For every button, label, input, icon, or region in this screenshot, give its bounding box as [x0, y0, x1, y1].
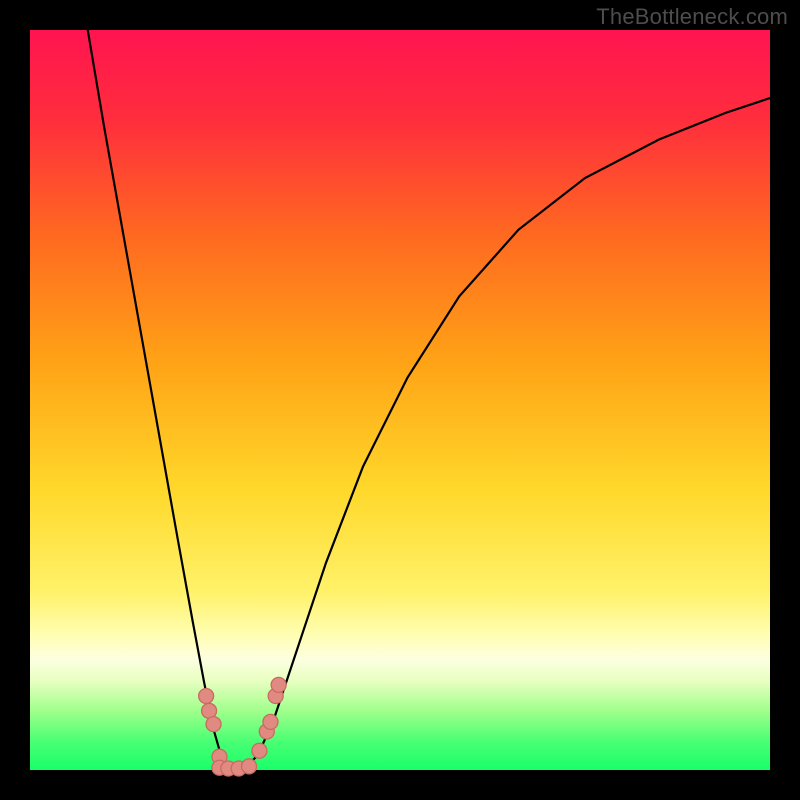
chart-container: TheBottleneck.com	[0, 0, 800, 800]
marker-point	[263, 714, 278, 729]
watermark-text: TheBottleneck.com	[596, 4, 788, 30]
marker-point	[199, 689, 214, 704]
marker-point	[252, 743, 267, 758]
marker-point	[271, 677, 286, 692]
gradient-background	[30, 30, 770, 770]
marker-point	[242, 759, 257, 774]
bottleneck-chart	[0, 0, 800, 800]
marker-point	[206, 717, 221, 732]
